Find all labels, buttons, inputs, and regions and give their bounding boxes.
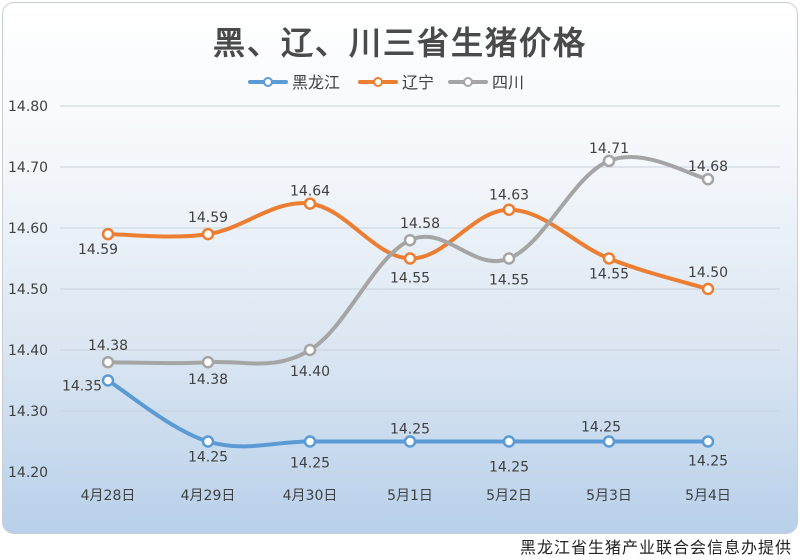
data-point bbox=[403, 233, 417, 247]
data-label: 14.25 bbox=[390, 422, 430, 438]
data-label: 14.38 bbox=[88, 338, 128, 354]
chart-title: 黑、辽、川三省生猪价格 bbox=[212, 24, 587, 62]
data-label: 14.25 bbox=[489, 460, 529, 476]
data-point bbox=[303, 197, 317, 210]
data-point bbox=[303, 435, 317, 448]
data-point bbox=[701, 282, 715, 296]
data-label: 14.25 bbox=[688, 454, 728, 470]
legend-swatch-marker bbox=[463, 77, 473, 87]
data-label: 14.38 bbox=[188, 372, 228, 388]
data-point bbox=[303, 343, 317, 357]
y-tick-label: 14.80 bbox=[8, 99, 48, 115]
data-label: 14.63 bbox=[489, 188, 529, 204]
legend-entry: 辽宁 bbox=[402, 73, 434, 92]
data-label: 14.59 bbox=[78, 242, 118, 258]
legend-swatch-marker bbox=[373, 77, 383, 87]
data-point bbox=[602, 435, 616, 448]
data-label: 14.68 bbox=[688, 159, 728, 175]
y-tick-label: 14.40 bbox=[8, 343, 48, 359]
source-credit: 黑龙江省生猪产业联合会信息办提供 bbox=[519, 538, 792, 557]
x-tick-label: 5月4日 bbox=[685, 488, 731, 504]
y-tick-label: 14.70 bbox=[8, 160, 48, 176]
data-label: 14.55 bbox=[489, 273, 529, 289]
data-label: 14.64 bbox=[290, 184, 330, 200]
legend-entry: 四川 bbox=[492, 73, 524, 92]
y-tick-label: 14.50 bbox=[8, 282, 48, 298]
data-point bbox=[201, 227, 215, 241]
y-tick-label: 14.20 bbox=[8, 465, 48, 481]
data-label: 14.59 bbox=[188, 210, 228, 226]
data-label: 14.25 bbox=[188, 450, 228, 466]
data-point bbox=[101, 374, 115, 387]
data-label: 14.40 bbox=[290, 364, 330, 380]
data-point bbox=[701, 172, 715, 186]
x-tick-label: 4月30日 bbox=[283, 488, 338, 504]
data-point bbox=[403, 252, 417, 265]
data-point bbox=[602, 252, 616, 265]
data-label: 14.55 bbox=[390, 271, 430, 287]
data-point bbox=[502, 203, 516, 216]
data-label: 14.25 bbox=[290, 456, 330, 472]
x-tick-label: 5月2日 bbox=[486, 488, 532, 504]
data-point bbox=[701, 435, 715, 448]
data-point bbox=[403, 435, 417, 448]
y-tick-label: 14.60 bbox=[8, 221, 48, 237]
data-label: 14.58 bbox=[400, 216, 440, 232]
legend-swatch-marker bbox=[263, 77, 273, 87]
data-point bbox=[602, 154, 616, 168]
data-label: 14.25 bbox=[581, 420, 621, 436]
data-point bbox=[201, 435, 215, 448]
y-tick-label: 14.30 bbox=[8, 404, 48, 420]
x-tick-label: 5月3日 bbox=[586, 488, 632, 504]
data-label: 14.50 bbox=[688, 265, 728, 281]
legend-entry: 黑龙江 bbox=[292, 73, 340, 92]
data-point bbox=[101, 227, 115, 241]
data-point bbox=[201, 355, 215, 369]
x-tick-label: 4月28日 bbox=[81, 488, 136, 504]
data-label: 14.35 bbox=[62, 379, 102, 395]
x-tick-label: 5月1日 bbox=[387, 488, 433, 504]
data-point bbox=[101, 355, 115, 369]
data-point bbox=[502, 435, 516, 448]
data-label: 14.55 bbox=[589, 267, 629, 283]
chart-panel bbox=[2, 2, 798, 534]
data-label: 14.71 bbox=[589, 141, 629, 157]
x-tick-label: 4月29日 bbox=[181, 488, 236, 504]
data-point bbox=[502, 252, 516, 265]
